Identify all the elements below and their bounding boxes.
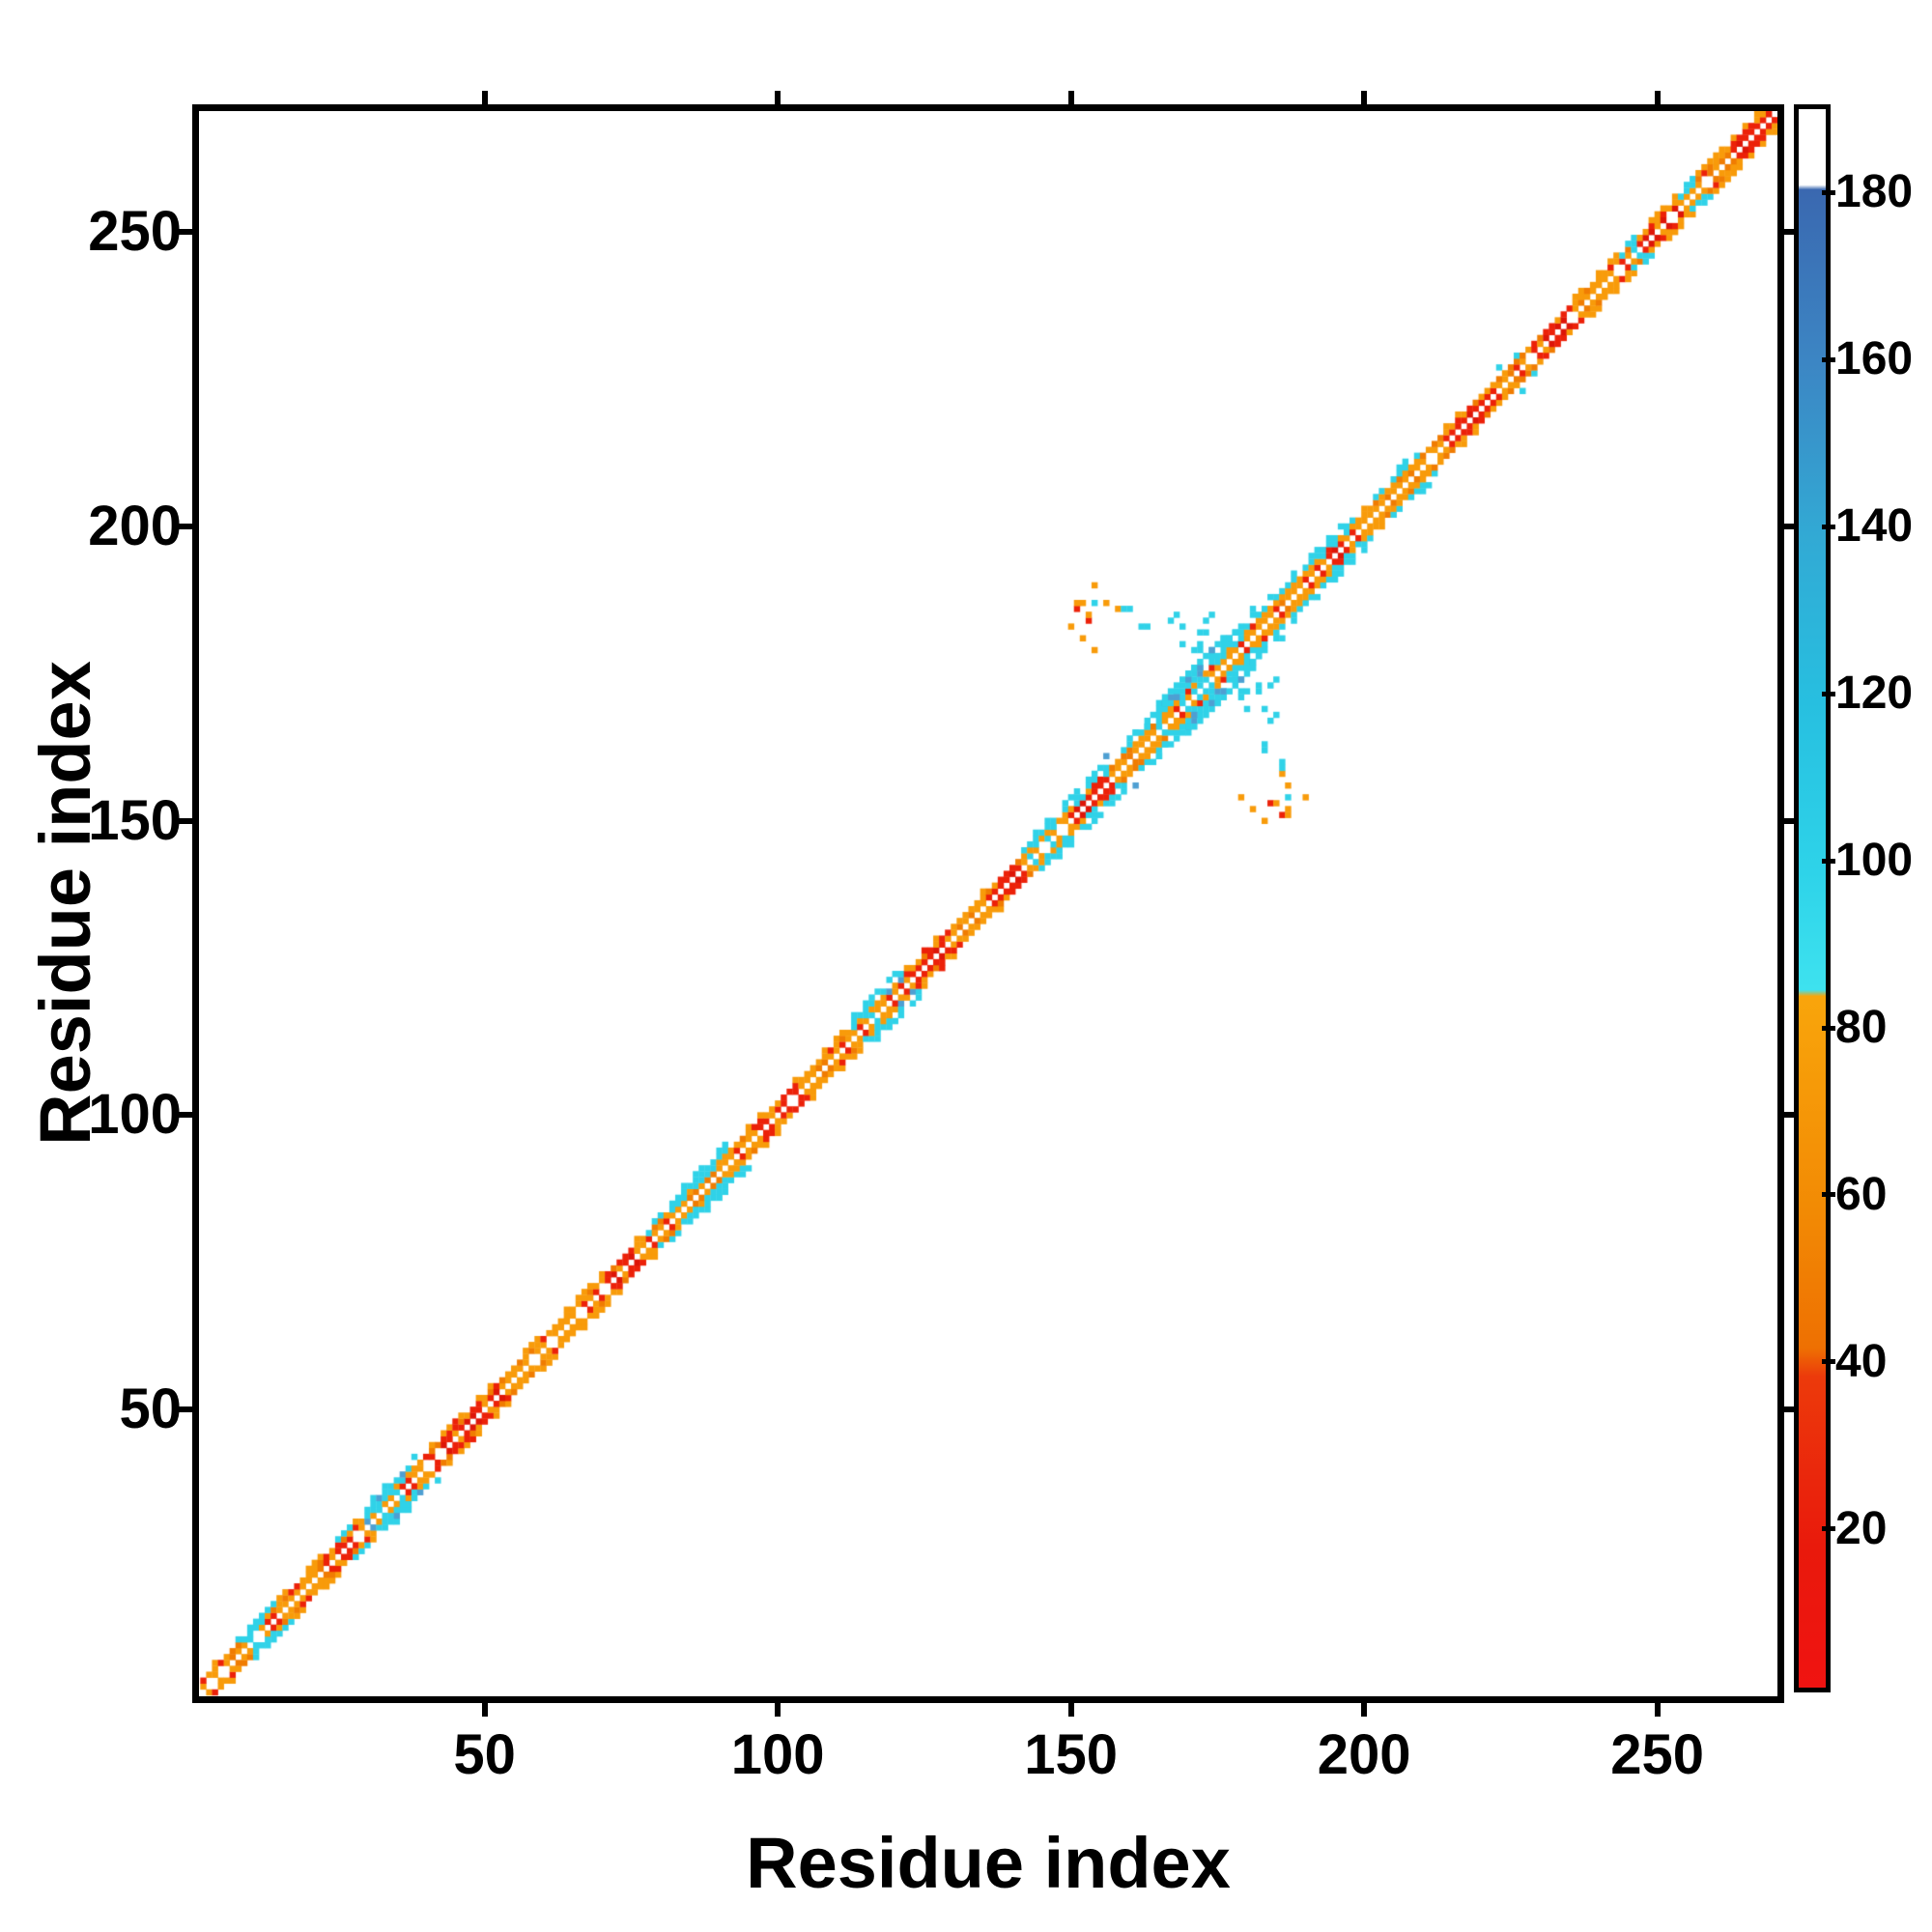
x-tick-mark	[775, 1703, 781, 1717]
x-tick-mark	[1654, 1703, 1661, 1717]
y-tick-mark	[179, 1406, 192, 1413]
colorbar-tick-label: 100	[1835, 835, 1914, 887]
colorbar-tick-label: 20	[1835, 1502, 1888, 1554]
x-tick-label: 50	[453, 1723, 516, 1786]
x-tick-label: 250	[1610, 1723, 1705, 1786]
colorbar	[1794, 104, 1831, 1692]
y-tick-label: 100	[88, 1083, 182, 1147]
y-tick-mark-right	[1784, 817, 1798, 824]
y-tick-mark	[179, 1112, 192, 1119]
x-tick-mark	[481, 1703, 488, 1717]
y-tick-mark-right	[1784, 1112, 1798, 1119]
y-tick-label: 150	[88, 788, 182, 852]
x-axis-title: Residue index	[746, 1823, 1231, 1903]
x-tick-mark-top	[1067, 91, 1074, 104]
x-tick-label: 100	[730, 1723, 825, 1786]
y-tick-mark-right	[1784, 523, 1798, 529]
colorbar-tick-label: 40	[1835, 1335, 1888, 1387]
colorbar-tick-mark	[1822, 1025, 1835, 1031]
colorbar-tick-label: 160	[1835, 333, 1914, 385]
y-axis-title: Residue index	[25, 661, 105, 1146]
x-tick-mark	[1067, 1703, 1074, 1717]
colorbar-tick-mark	[1822, 691, 1835, 696]
x-tick-mark-top	[1361, 91, 1368, 104]
colorbar-tick-mark	[1822, 1359, 1835, 1365]
colorbar-tick-label: 120	[1835, 668, 1914, 720]
y-tick-label: 200	[88, 494, 182, 557]
x-tick-mark-top	[481, 91, 488, 104]
x-tick-mark-top	[775, 91, 781, 104]
y-tick-label: 250	[88, 200, 182, 263]
colorbar-tick-mark	[1822, 1192, 1835, 1198]
y-tick-mark	[179, 523, 192, 529]
y-tick-mark-right	[1784, 1406, 1798, 1413]
colorbar-gradient	[1799, 109, 1826, 1688]
y-tick-label: 50	[119, 1378, 182, 1441]
colorbar-tick-label: 180	[1835, 166, 1914, 218]
colorbar-tick-mark	[1822, 858, 1835, 864]
colorbar-tick-mark	[1822, 524, 1835, 529]
x-tick-mark-top	[1654, 91, 1661, 104]
colorbar-tick-label: 60	[1835, 1168, 1888, 1220]
x-tick-mark	[1361, 1703, 1368, 1717]
x-tick-label: 150	[1024, 1723, 1119, 1786]
colorbar-tick-label: 140	[1835, 500, 1914, 553]
y-tick-mark	[179, 817, 192, 824]
colorbar-tick-mark	[1822, 189, 1835, 195]
colorbar-tick-mark	[1822, 356, 1835, 362]
y-tick-mark	[179, 229, 192, 235]
colorbar-tick-label: 80	[1835, 1002, 1888, 1053]
contact-map-heatmap	[199, 111, 1777, 1696]
colorbar-tick-mark	[1822, 1526, 1835, 1532]
x-tick-label: 200	[1317, 1723, 1411, 1786]
y-tick-mark-right	[1784, 229, 1798, 235]
